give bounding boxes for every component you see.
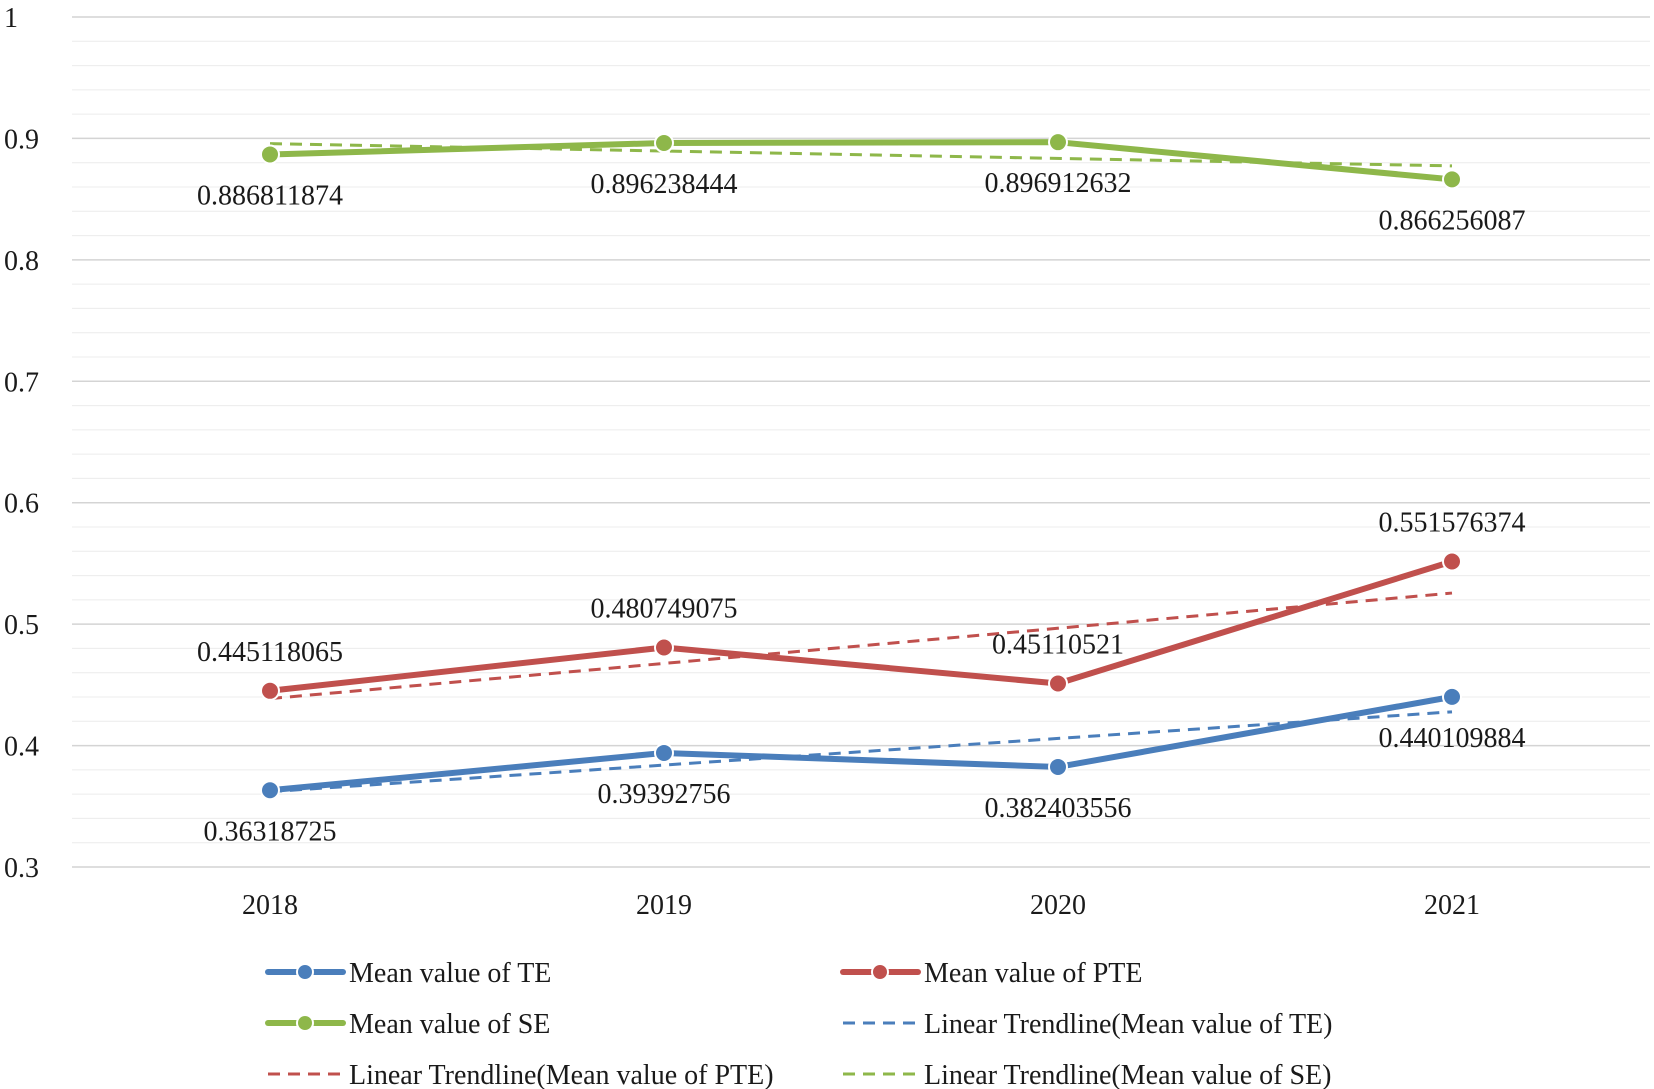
x-axis-tick-labels: 2018 2019 2020 2021: [242, 890, 1480, 921]
series-lines: [260, 132, 1462, 801]
data-label-mean-value-of-se-2021: 0.866256087: [1379, 205, 1526, 236]
legend-linear-trendline-mean-value-of-se-label: Linear Trendline(Mean value of SE): [924, 1060, 1331, 1089]
y-tick-label-0-3: 0.3: [4, 853, 39, 884]
legend-mean-value-of-pte-label: Mean value of PTE: [924, 958, 1143, 989]
data-point-mean-value-of-te-2018: [260, 780, 280, 801]
data-label-mean-value-of-te-2020: 0.382403556: [985, 793, 1132, 824]
data-label-mean-value-of-te-2019: 0.39392756: [598, 779, 731, 810]
y-tick-label-0-9: 0.9: [4, 124, 39, 155]
legend-mean-value-of-te: Mean value of TE: [265, 958, 551, 989]
y-tick-label-1: 1: [4, 3, 18, 34]
data-point-mean-value-of-se-2018: [260, 144, 280, 165]
trendline-mean-value-of-te: [269, 710, 1453, 794]
legend-linear-trendline-mean-value-of-pte: Linear Trendline(Mean value of PTE): [268, 1060, 774, 1089]
data-point-mean-value-of-se-2020: [1048, 132, 1068, 153]
data-label-mean-value-of-pte-2019: 0.480749075: [591, 594, 738, 625]
data-label-mean-value-of-pte-2018: 0.445118065: [197, 637, 343, 668]
y-tick-label-0-5: 0.5: [4, 610, 39, 641]
data-point-mean-value-of-se-2019: [654, 132, 674, 153]
x-tick-label-2018: 2018: [242, 890, 298, 921]
data-label-mean-value-of-pte-2020: 0.45110521: [992, 630, 1124, 661]
data-labels: 0.36318725 0.39392756 0.382403556 0.4401098…: [197, 168, 1525, 847]
data-point-mean-value-of-se-2021: [1442, 169, 1462, 190]
legend-mean-value-of-se: Mean value of SE: [265, 1009, 550, 1040]
data-label-mean-value-of-se-2018: 0.886811874: [197, 180, 343, 211]
trendline-mean-value-of-pte: [269, 591, 1453, 701]
series-line-mean-value-of-se: [267, 139, 1455, 183]
legend: Mean value of TE Mean value of PTE Mean va…: [265, 958, 1332, 1089]
data-point-mean-value-of-te-2021: [1442, 686, 1462, 707]
data-label-mean-value-of-se-2020: 0.896912632: [985, 168, 1132, 199]
legend-mean-value-of-pte-marker-swatch: [871, 963, 889, 981]
y-tick-label-0-6: 0.6: [4, 489, 39, 520]
series-line-mean-value-of-pte: [267, 558, 1455, 694]
series-line-mean-value-of-te: [267, 693, 1455, 794]
legend-mean-value-of-se-label: Mean value of SE: [349, 1009, 550, 1040]
y-axis-tick-labels: 0.3 0.4 0.5 0.6 0.7 0.8 0.9 1: [4, 3, 39, 884]
data-label-mean-value-of-se-2019: 0.896238444: [591, 169, 738, 200]
legend-linear-trendline-mean-value-of-pte-label: Linear Trendline(Mean value of PTE): [349, 1060, 774, 1089]
data-point-mean-value-of-te-2019: [654, 742, 674, 763]
data-point-mean-value-of-pte-2018: [260, 680, 280, 701]
y-tick-label-0-7: 0.7: [4, 367, 39, 398]
legend-mean-value-of-se-marker-swatch: [296, 1014, 314, 1032]
legend-mean-value-of-pte: Mean value of PTE: [840, 958, 1143, 989]
trendlines: [269, 142, 1453, 794]
data-point-mean-value-of-pte-2020: [1048, 673, 1068, 694]
x-tick-label-2020: 2020: [1030, 890, 1086, 921]
x-tick-label-2021: 2021: [1424, 890, 1480, 921]
data-point-mean-value-of-pte-2019: [654, 637, 674, 658]
legend-linear-trendline-mean-value-of-te-label: Linear Trendline(Mean value of TE): [924, 1009, 1332, 1040]
legend-linear-trendline-mean-value-of-se: Linear Trendline(Mean value of SE): [843, 1060, 1331, 1089]
legend-linear-trendline-mean-value-of-te: Linear Trendline(Mean value of TE): [843, 1009, 1332, 1040]
x-tick-label-2019: 2019: [636, 890, 692, 921]
data-label-mean-value-of-te-2018: 0.36318725: [204, 816, 337, 847]
legend-mean-value-of-te-label: Mean value of TE: [349, 958, 551, 989]
y-tick-label-0-4: 0.4: [4, 732, 39, 763]
major-gridlines: [72, 16, 1650, 868]
legend-mean-value-of-te-marker-swatch: [296, 963, 314, 981]
data-point-mean-value-of-te-2020: [1048, 756, 1068, 777]
y-tick-label-0-8: 0.8: [4, 246, 39, 277]
data-point-mean-value-of-pte-2021: [1442, 551, 1462, 572]
data-label-mean-value-of-te-2021: 0.440109884: [1379, 723, 1526, 754]
data-label-mean-value-of-pte-2021: 0.551576374: [1379, 508, 1526, 539]
